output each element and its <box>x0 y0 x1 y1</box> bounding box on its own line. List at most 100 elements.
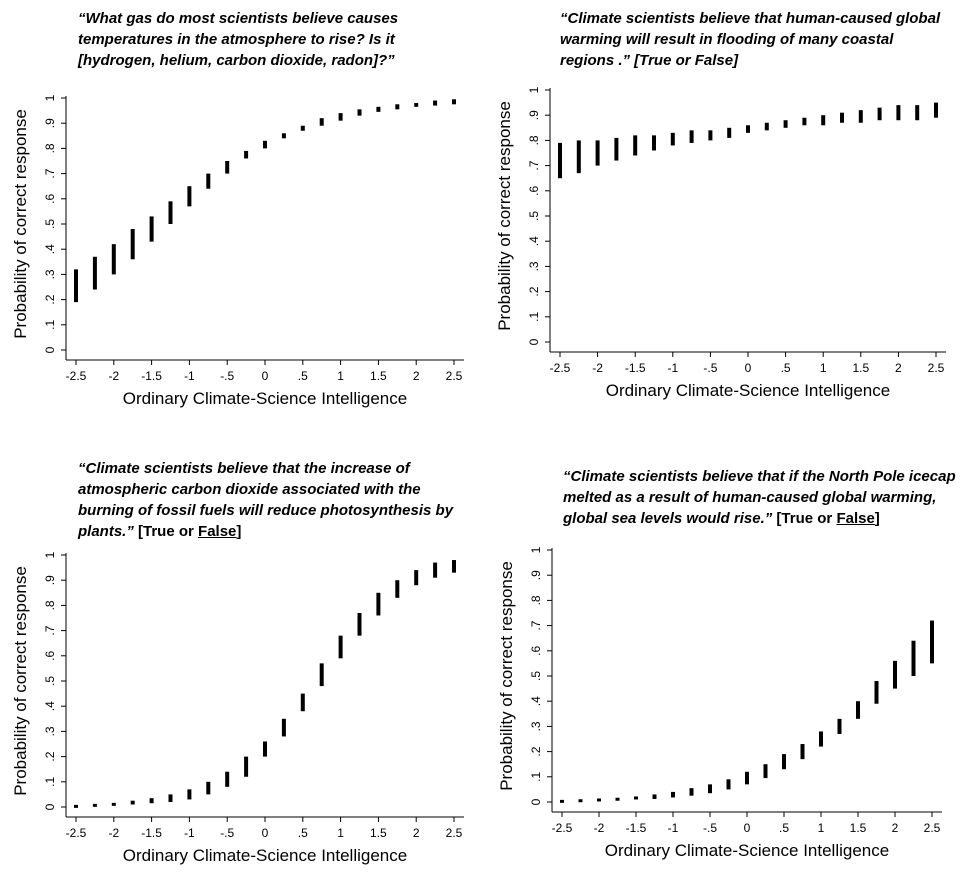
y-tick-label: .4 <box>43 701 57 711</box>
question-3-line-2: atmospheric carbon dioxide associated wi… <box>78 481 421 498</box>
x-axis-label: Ordinary Climate-Science Intelligence <box>606 381 890 400</box>
y-tick-label: .4 <box>529 696 543 706</box>
y-tick-label: .3 <box>43 269 57 279</box>
x-tick-label: .5 <box>779 821 789 835</box>
y-tick-label: .8 <box>527 135 541 145</box>
y-tick-label: .5 <box>527 211 541 221</box>
y-tick-label: .5 <box>43 219 57 229</box>
x-tick-label: 2.5 <box>446 826 463 840</box>
question-4-line-1: “Climate scientists believe that if the … <box>563 468 956 485</box>
x-tick-label: -2.5 <box>550 361 571 375</box>
x-tick-label: 1 <box>820 361 827 375</box>
x-tick-label: -2 <box>108 369 119 383</box>
x-tick-label: -.5 <box>220 369 234 383</box>
y-tick-label: .2 <box>529 746 543 756</box>
y-tick-label: .2 <box>43 294 57 304</box>
x-tick-label: 1 <box>337 369 344 383</box>
x-tick-label: -1 <box>668 821 679 835</box>
x-tick-label: 1.5 <box>850 821 867 835</box>
x-tick-label: -2.5 <box>66 826 87 840</box>
y-tick-label: .6 <box>43 650 57 660</box>
x-tick-label: -1.5 <box>626 821 647 835</box>
chart-4: 0 .1 .2 .3 .4 .5 .6 .7 .8 .9 1 -2.5 -2 -1.5 -1 -.5 0 .5 1 1… <box>497 546 942 860</box>
y-tick-label: .7 <box>529 620 543 630</box>
x-tick-label: 0 <box>262 369 269 383</box>
y-axis-label: Probability of correct response <box>11 109 30 339</box>
x-tick-label: 2 <box>413 369 420 383</box>
x-tick-label: .5 <box>298 369 308 383</box>
y-axis-label: Probability of correct response <box>11 566 30 796</box>
y-tick-label: 0 <box>529 798 543 805</box>
question-text-2: “Climate scientists believe that human-c… <box>560 8 960 71</box>
y-tick-label: .8 <box>529 595 543 605</box>
question-4-answer-underlined: False <box>836 510 875 527</box>
x-tick-label: -2.5 <box>552 821 573 835</box>
x-tick-label: -2 <box>108 826 119 840</box>
y-tick-label: 1 <box>527 86 541 93</box>
x-tick-label: 2 <box>895 361 902 375</box>
x-tick-label: 2 <box>413 826 420 840</box>
x-tick-label: -1 <box>184 826 195 840</box>
chart-1: 0 .1 .2 .3 .4 .5 .6 .7 .8 .9 1 -2.5 -2 -1.5 -1 -.5 0 .5 1 1… <box>11 94 464 408</box>
y-tick-label: .1 <box>527 311 541 321</box>
x-tick-label: -1 <box>667 361 678 375</box>
y-tick-label: 0 <box>527 338 541 345</box>
question-1-line-1: “What gas do most scientists believe cau… <box>78 10 399 27</box>
x-tick-label: -1.5 <box>141 826 162 840</box>
x-tick-label: 2 <box>892 821 899 835</box>
y-tick-label: .5 <box>43 676 57 686</box>
x-tick-label: 1 <box>337 826 344 840</box>
y-tick-label: 1 <box>43 94 57 101</box>
y-tick-label: .7 <box>43 168 57 178</box>
y-tick-label: .7 <box>527 160 541 170</box>
x-tick-label: -2 <box>592 361 603 375</box>
question-3-answer-close: ] <box>236 523 242 540</box>
y-tick-label: 1 <box>43 551 57 558</box>
question-3-line-4: plants.” <box>78 523 134 540</box>
x-axis-label: Ordinary Climate-Science Intelligence <box>123 389 407 408</box>
y-tick-label: .5 <box>529 671 543 681</box>
x-tick-label: -1 <box>184 369 195 383</box>
question-3-answer-underlined: False <box>198 523 237 540</box>
x-tick-label: 0 <box>745 361 752 375</box>
x-axis-label: Ordinary Climate-Science Intelligence <box>123 846 407 865</box>
y-tick-label: .6 <box>527 185 541 195</box>
x-tick-label: .5 <box>781 361 791 375</box>
x-tick-label: -.5 <box>703 821 717 835</box>
question-1-line-3: [hydrogen, helium, carbon dioxide, radon… <box>78 52 395 69</box>
question-4-line-3: global sea levels would rise.” <box>563 510 773 527</box>
x-tick-label: 1 <box>818 821 825 835</box>
y-tick-label: .3 <box>43 726 57 736</box>
y-tick-label: .8 <box>43 143 57 153</box>
y-tick-label: 0 <box>43 346 57 353</box>
x-tick-label: -.5 <box>703 361 717 375</box>
y-tick-label: .4 <box>43 244 57 254</box>
y-tick-label: .9 <box>43 118 57 128</box>
x-tick-label: .5 <box>298 826 308 840</box>
y-tick-label: .6 <box>529 645 543 655</box>
y-axis-label: Probability of correct response <box>497 561 516 791</box>
y-tick-label: .2 <box>43 751 57 761</box>
x-tick-label: -1.5 <box>625 361 646 375</box>
question-4-answer-prefix: [True or <box>772 510 837 527</box>
question-2-line-3: regions .” [True or False] <box>560 52 739 69</box>
y-tick-label: .3 <box>527 261 541 271</box>
x-tick-label: 1.5 <box>852 361 869 375</box>
question-text-4: “Climate scientists believe that if the … <box>563 466 975 529</box>
x-tick-label: -.5 <box>220 826 234 840</box>
question-4-answer-close: ] <box>874 510 880 527</box>
x-tick-label: 0 <box>744 821 751 835</box>
x-tick-label: -2.5 <box>66 369 87 383</box>
chart-3: 0 .1 .2 .3 .4 .5 .6 .7 .8 .9 1 -2.5 -2 -1.5 -1 -.5 0 .5 1 1… <box>11 551 464 865</box>
y-tick-label: .7 <box>43 625 57 635</box>
x-tick-label: 2.5 <box>446 369 463 383</box>
y-tick-label: .4 <box>527 236 541 246</box>
y-tick-label: .9 <box>529 570 543 580</box>
question-text-1: “What gas do most scientists believe cau… <box>78 8 418 71</box>
y-tick-label: .9 <box>527 110 541 120</box>
chart-2: 0 .1 .2 .3 .4 .5 .6 .7 .8 .9 1 -2.5 -2 -1.5 -1 -.5 0 .5 1 1… <box>495 86 946 400</box>
x-tick-label: -2 <box>594 821 605 835</box>
y-axis-label: Probability of correct response <box>495 101 514 331</box>
x-axis-label: Ordinary Climate-Science Intelligence <box>605 841 889 860</box>
x-tick-label: 1.5 <box>370 369 387 383</box>
